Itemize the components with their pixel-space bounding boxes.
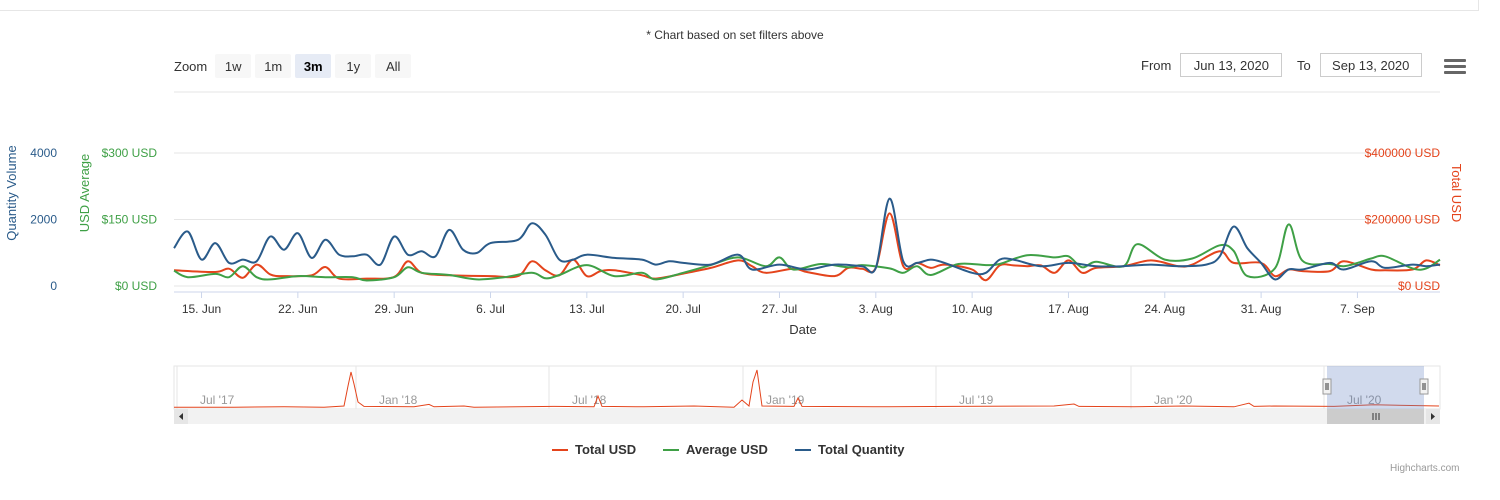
x-tick-label: 29. Jun: [374, 302, 413, 316]
navigator-frame: [173, 365, 1441, 410]
x-tick-label: 7. Sep: [1340, 302, 1375, 316]
quantity-tick-label: 4000: [30, 146, 57, 160]
navigator-tick-label: Jan '18: [379, 393, 418, 407]
hamburger-menu-icon[interactable]: [1444, 59, 1466, 75]
arrow-right-icon: [1431, 413, 1435, 420]
average-tick-label: $150 USD: [102, 213, 158, 227]
scrollbar-track[interactable]: [174, 409, 1440, 424]
x-tick-label: 6. Jul: [476, 302, 505, 316]
from-date-input[interactable]: [1180, 53, 1283, 77]
legend-label: Average USD: [686, 442, 768, 457]
x-tick-label: 31. Aug: [1241, 302, 1282, 316]
zoom-all-button[interactable]: All: [375, 54, 412, 78]
chart-note: * Chart based on set filters above: [646, 28, 824, 42]
navigator-tick-label: Jul '19: [959, 393, 994, 407]
to-label: To: [1297, 57, 1311, 73]
total-tick-label: $0 USD: [1398, 279, 1440, 293]
zoom-1y-button[interactable]: 1y: [335, 54, 372, 78]
quantity-tick-label: 0: [50, 279, 57, 293]
handle-body: [1322, 378, 1332, 395]
x-tick-label: 17. Aug: [1048, 302, 1089, 316]
navigator: Jul '17 Jan '18 Jul '18 Jan '19 Jul '19 Jan '…: [173, 365, 1441, 424]
navigator-series-line: [174, 369, 1440, 408]
plot-area: [173, 197, 1441, 282]
navigator-selection: [1327, 366, 1424, 409]
quantity-axis-title: Quantity Volume: [4, 145, 19, 240]
total-tick-label: $200000 USD: [1365, 213, 1441, 227]
x-tick-label: 15. Jun: [182, 302, 221, 316]
series-line-average-usd: [173, 223, 1441, 282]
legend-item-average-usd[interactable]: Average USD: [663, 442, 768, 457]
legend-label: Total USD: [575, 442, 636, 457]
zoom-selector: Zoom 1w 1m 3m 1y All: [174, 54, 412, 78]
top-border-corner: [1478, 0, 1479, 11]
legend-item-total-quantity[interactable]: Total Quantity: [795, 442, 905, 457]
from-label: From: [1141, 57, 1172, 73]
zoom-1w-button[interactable]: 1w: [215, 54, 252, 78]
navigator-tick-label: Jul '20: [1347, 393, 1382, 407]
average-tick-label: $300 USD: [102, 146, 158, 160]
x-tick-label: 24. Aug: [1144, 302, 1185, 316]
credits-link[interactable]: Highcharts.com: [1390, 463, 1460, 474]
handle-body: [1419, 378, 1429, 395]
navigator-left-handle[interactable]: [1322, 378, 1332, 395]
x-tick-label: 20. Jul: [665, 302, 700, 316]
legend: Total USD Average USD Total Quantity: [552, 442, 905, 457]
zoom-1m-button[interactable]: 1m: [255, 54, 292, 78]
arrow-left-icon: [179, 413, 183, 420]
range-from: From: [1141, 53, 1283, 77]
x-tick-label: 27. Jul: [762, 302, 797, 316]
axes-labels: 0 2000 4000 $0 USD $150 USD $300 USD $0 USD $20…: [4, 145, 1464, 337]
zoom-3m-button[interactable]: 3m: [295, 54, 332, 78]
average-tick-label: $0 USD: [115, 279, 157, 293]
quantity-tick-label: 2000: [30, 213, 57, 227]
x-tick-label: 22. Jun: [278, 302, 317, 316]
range-to: To: [1297, 53, 1422, 77]
total-tick-label: $400000 USD: [1365, 146, 1441, 160]
zoom-label: Zoom: [174, 58, 208, 74]
total-axis-title: Total USD: [1449, 164, 1464, 223]
navigator-tick-label: Jul '17: [200, 393, 235, 407]
series-line-total-quantity: [173, 197, 1441, 281]
navigator-right-handle[interactable]: [1419, 378, 1429, 395]
legend-item-total-usd[interactable]: Total USD: [552, 442, 636, 457]
navigator-tick-label: Jan '20: [1154, 393, 1193, 407]
x-tick-label: 13. Jul: [569, 302, 604, 316]
x-axis-title: Date: [789, 322, 816, 337]
average-axis-title: USD Average: [77, 154, 92, 233]
x-tick-label: 3. Aug: [859, 302, 893, 316]
top-border: [0, 10, 1478, 11]
legend-label: Total Quantity: [818, 442, 905, 457]
x-tick-label: 10. Aug: [952, 302, 993, 316]
to-date-input[interactable]: [1319, 53, 1422, 77]
grid-lines: [174, 91, 1440, 293]
